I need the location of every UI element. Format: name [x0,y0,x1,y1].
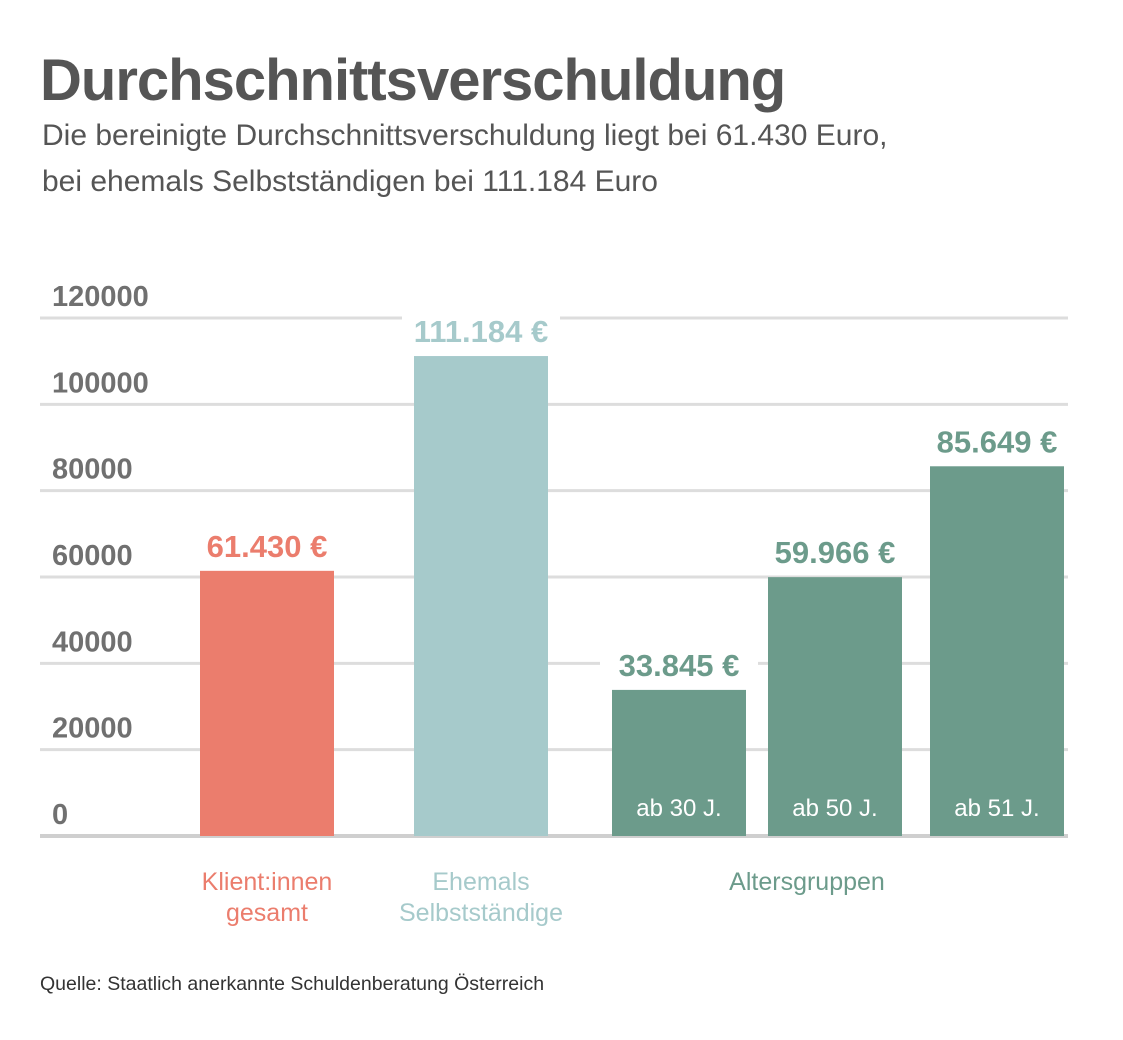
category-label: Ehemals [432,868,529,896]
category-label: gesamt [226,899,308,927]
bar-value-label: 59.966 € [775,535,896,570]
source-note: Quelle: Staatlich anerkannte Schuldenber… [40,973,545,995]
bar [612,689,746,836]
bar [930,466,1064,836]
bar-value-label: 61.430 € [207,529,328,564]
y-tick-label: 40000 [52,626,133,658]
y-tick-label: 20000 [52,713,133,745]
bar-value-label: 111.184 € [414,314,549,349]
bar-value-label: 85.649 € [937,424,1058,459]
value-label-backdrop [756,529,914,570]
y-tick-label: 120000 [52,281,149,313]
category-label: Altersgruppen [729,868,885,896]
value-label-backdrop [600,641,758,682]
bar-inside-label: ab 30 J. [636,795,721,822]
y-tick-label: 80000 [52,454,133,486]
chart-title: Durchschnittsverschuldung [40,48,786,113]
bar-inside-label: ab 51 J. [954,795,1039,822]
bar [414,356,548,836]
y-tick-label: 60000 [52,540,133,572]
chart-subtitle: Die bereinigte Durchschnittsverschuldung… [42,113,888,205]
category-label: Klient:innen [202,868,333,896]
value-label-backdrop [918,418,1076,459]
value-label-backdrop [188,522,346,563]
value-label-backdrop [402,308,560,349]
bar-inside-label: ab 50 J. [792,795,877,822]
category-label: Selbstständige [399,899,563,927]
y-tick-label: 100000 [52,367,149,399]
subtitle-line-2: bei ehemals Selbstständigen bei 111.184 … [42,165,658,198]
bar-value-label: 33.845 € [619,648,740,683]
bar [768,577,902,836]
subtitle-line-1: Die bereinigte Durchschnittsverschuldung… [42,119,888,152]
y-tick-label: 0 [52,799,68,831]
bar [200,570,334,836]
